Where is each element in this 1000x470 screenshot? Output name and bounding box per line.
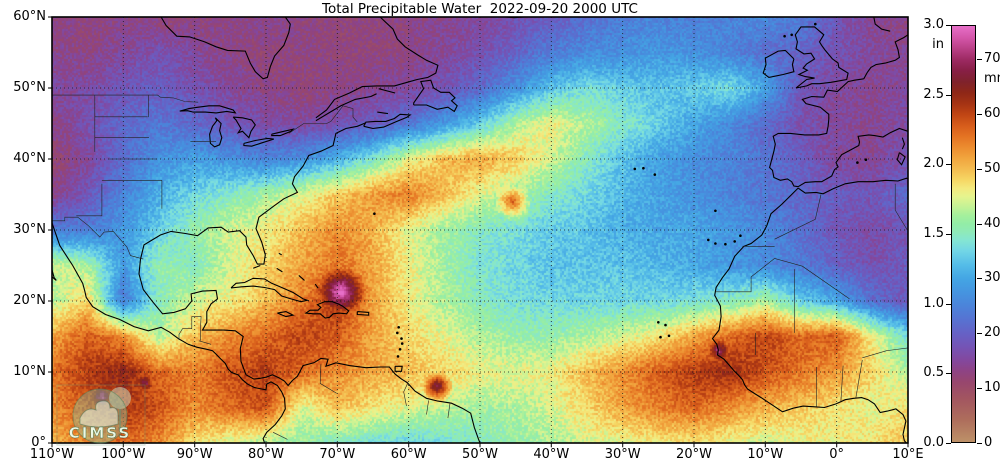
y-tick-label: 50°N [13,80,46,95]
colorbar-label-in: 1.0 [923,295,944,311]
colorbar-label-mm: 10 [984,380,1000,396]
colorbar-tick-in [946,303,951,305]
x-tick-label: 110°W [29,447,75,462]
colorbar-gradient [951,25,976,443]
x-tick-label: 90°W [176,447,213,462]
colorbar-tick-mm [977,333,982,335]
y-tick-label: 10°N [13,364,46,379]
colorbar-tick-in [946,25,951,26]
figure-title: Total Precipitable Water 2022-09-20 2000… [322,1,638,17]
cimss-logo: CIMSS [56,384,146,446]
x-tick-label: 10°W [747,447,784,462]
colorbar-label-in: 2.0 [923,156,944,172]
colorbar-tick-mm [977,278,982,280]
colorbar-label-in: 2.5 [923,86,944,102]
colorbar-tick-in [946,373,951,375]
x-tick-label: 80°W [248,447,284,462]
y-tick-label: 30°N [13,222,46,237]
colorbar-tick-mm [977,443,982,444]
x-tick-label: 100°W [101,447,146,462]
colorbar-label-mm: 50 [984,160,1000,176]
colorbar-tick-in [946,234,951,235]
colorbar-tick-in [946,164,951,166]
colorbar-unit-in: in [932,37,944,52]
x-tick-label: 60°W [390,447,427,462]
y-tick-label: 60°N [13,9,46,24]
colorbar-label-in: 0.5 [923,365,944,381]
colorbar-label-mm: 30 [984,270,1000,286]
colorbar-tick-mm [977,223,982,225]
y-tick-label: 20°N [13,293,46,308]
x-tick-label: 40°W [533,447,570,462]
x-tick-label: 70°W [319,447,356,462]
x-tick-label: 0° [829,447,845,462]
colorbar-label-mm: 40 [984,215,1000,231]
satellite-dishes-icon [79,400,119,428]
colorbar-tick-in [946,94,951,96]
colorbar-tick-mm [977,168,982,170]
colorbar-unit-mm: mm [984,71,1000,86]
logo-text: CIMSS [69,424,131,442]
y-tick-label: 0° [31,435,46,450]
colorbar-label-in: 3.0 [923,17,944,32]
x-tick-label: 50°W [462,447,498,462]
x-tick-label: 20°W [676,447,712,462]
colorbar-tick-in [946,443,951,444]
colorbar-label-mm: 70 [984,51,1000,66]
colorbar-tick-mm [977,388,982,390]
colorbar-tick-mm [977,59,982,60]
colorbar-tick-mm [977,113,982,115]
precipitable-water-heatmap [52,17,908,443]
y-tick-label: 40°N [13,151,46,166]
colorbar-label-mm: 60 [984,105,1000,121]
colorbar-label-in: 1.5 [923,226,944,241]
colorbar-label-mm: 20 [984,325,1000,341]
x-tick-label: 30°W [604,447,641,462]
colorbar-label-mm: 0 [984,435,993,450]
x-tick-label: 10°E [892,447,924,462]
colorbar-label-in: 0.0 [923,435,944,450]
logo-frame [56,384,146,446]
